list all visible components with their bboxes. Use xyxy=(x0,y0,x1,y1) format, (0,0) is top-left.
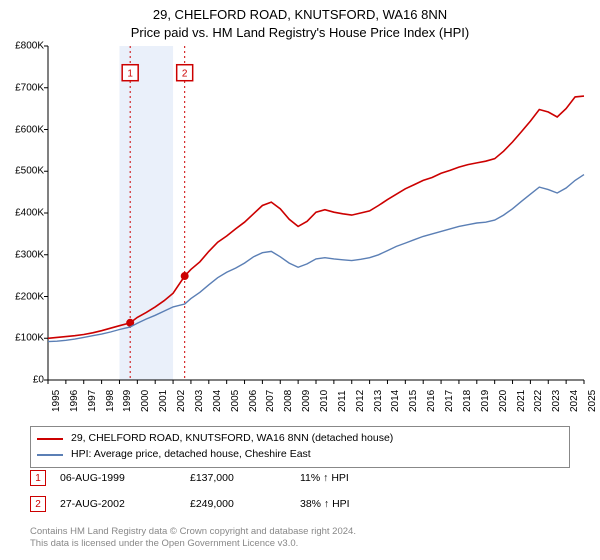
x-tick-label: 2023 xyxy=(551,390,562,412)
x-tick-label: 2006 xyxy=(248,390,259,412)
x-tick-label: 2012 xyxy=(355,390,366,412)
marker-row: 1 06-AUG-1999 £137,000 11% ↑ HPI xyxy=(30,470,570,486)
x-tick-label: 2018 xyxy=(462,390,473,412)
x-tick-label: 2000 xyxy=(140,390,151,412)
x-tick-label: 2014 xyxy=(390,390,401,412)
title-line2: Price paid vs. HM Land Registry's House … xyxy=(0,24,600,42)
x-tick-label: 2008 xyxy=(283,390,294,412)
attribution: Contains HM Land Registry data © Crown c… xyxy=(30,526,570,551)
title-line1: 29, CHELFORD ROAD, KNUTSFORD, WA16 8NN xyxy=(0,6,600,24)
x-tick-label: 2005 xyxy=(230,390,241,412)
y-tick-label: £100K xyxy=(15,333,44,344)
x-tick-label: 2016 xyxy=(426,390,437,412)
marker-hpi: 38% ↑ HPI xyxy=(300,498,350,510)
legend-label: 29, CHELFORD ROAD, KNUTSFORD, WA16 8NN (… xyxy=(71,431,393,447)
marker-date: 27-AUG-2002 xyxy=(60,498,190,510)
x-tick-label: 2021 xyxy=(516,390,527,412)
legend-swatch xyxy=(37,438,63,440)
chart-svg: 12 xyxy=(48,46,584,380)
marker-hpi: 11% ↑ HPI xyxy=(300,472,349,484)
y-axis: £0£100K£200K£300K£400K£500K£600K£700K£80… xyxy=(0,46,48,380)
legend: 29, CHELFORD ROAD, KNUTSFORD, WA16 8NN (… xyxy=(30,426,570,468)
x-tick-label: 2025 xyxy=(587,390,598,412)
x-tick-label: 1996 xyxy=(69,390,80,412)
x-tick-label: 2011 xyxy=(337,390,348,412)
legend-row: HPI: Average price, detached house, Ches… xyxy=(37,447,563,463)
marker-row: 2 27-AUG-2002 £249,000 38% ↑ HPI xyxy=(30,496,570,512)
marker-badge: 1 xyxy=(30,470,46,486)
y-tick-label: £500K xyxy=(15,166,44,177)
x-tick-label: 1999 xyxy=(122,390,133,412)
x-tick-label: 1998 xyxy=(105,390,116,412)
x-tick-label: 2010 xyxy=(319,390,330,412)
chart-plot-area: 12 xyxy=(48,46,584,380)
y-tick-label: £0 xyxy=(33,375,44,386)
x-tick-label: 2007 xyxy=(265,390,276,412)
attribution-line2: This data is licensed under the Open Gov… xyxy=(30,538,570,550)
x-tick-label: 2019 xyxy=(480,390,491,412)
x-tick-label: 2022 xyxy=(533,390,544,412)
marker-price: £137,000 xyxy=(190,472,300,484)
x-tick-label: 2009 xyxy=(301,390,312,412)
x-axis: 1995 1996 1997 1998 1999 2000 2001 2002 2003 2004… xyxy=(48,380,584,424)
x-tick-label: 2020 xyxy=(498,390,509,412)
svg-text:2: 2 xyxy=(182,69,188,80)
y-tick-label: £600K xyxy=(15,124,44,135)
y-tick-label: £200K xyxy=(15,291,44,302)
x-tick-label: 2001 xyxy=(158,390,169,412)
x-tick-label: 2002 xyxy=(176,390,187,412)
x-tick-label: 2017 xyxy=(444,390,455,412)
x-tick-label: 2015 xyxy=(408,390,419,412)
y-tick-label: £800K xyxy=(15,41,44,52)
x-tick-label: 2003 xyxy=(194,390,205,412)
marker-badge: 2 xyxy=(30,496,46,512)
x-tick-label: 2013 xyxy=(373,390,384,412)
y-tick-label: £300K xyxy=(15,249,44,260)
x-tick-label: 1995 xyxy=(51,390,62,412)
marker-date: 06-AUG-1999 xyxy=(60,472,190,484)
legend-swatch xyxy=(37,454,63,456)
x-tick-label: 2024 xyxy=(569,390,580,412)
x-tick-label: 1997 xyxy=(87,390,98,412)
chart-title: 29, CHELFORD ROAD, KNUTSFORD, WA16 8NN P… xyxy=(0,0,600,41)
legend-label: HPI: Average price, detached house, Ches… xyxy=(71,447,311,463)
marker-price: £249,000 xyxy=(190,498,300,510)
svg-text:1: 1 xyxy=(127,69,133,80)
attribution-line1: Contains HM Land Registry data © Crown c… xyxy=(30,526,570,538)
legend-row: 29, CHELFORD ROAD, KNUTSFORD, WA16 8NN (… xyxy=(37,431,563,447)
y-tick-label: £700K xyxy=(15,82,44,93)
x-tick-label: 2004 xyxy=(212,390,223,412)
y-tick-label: £400K xyxy=(15,208,44,219)
